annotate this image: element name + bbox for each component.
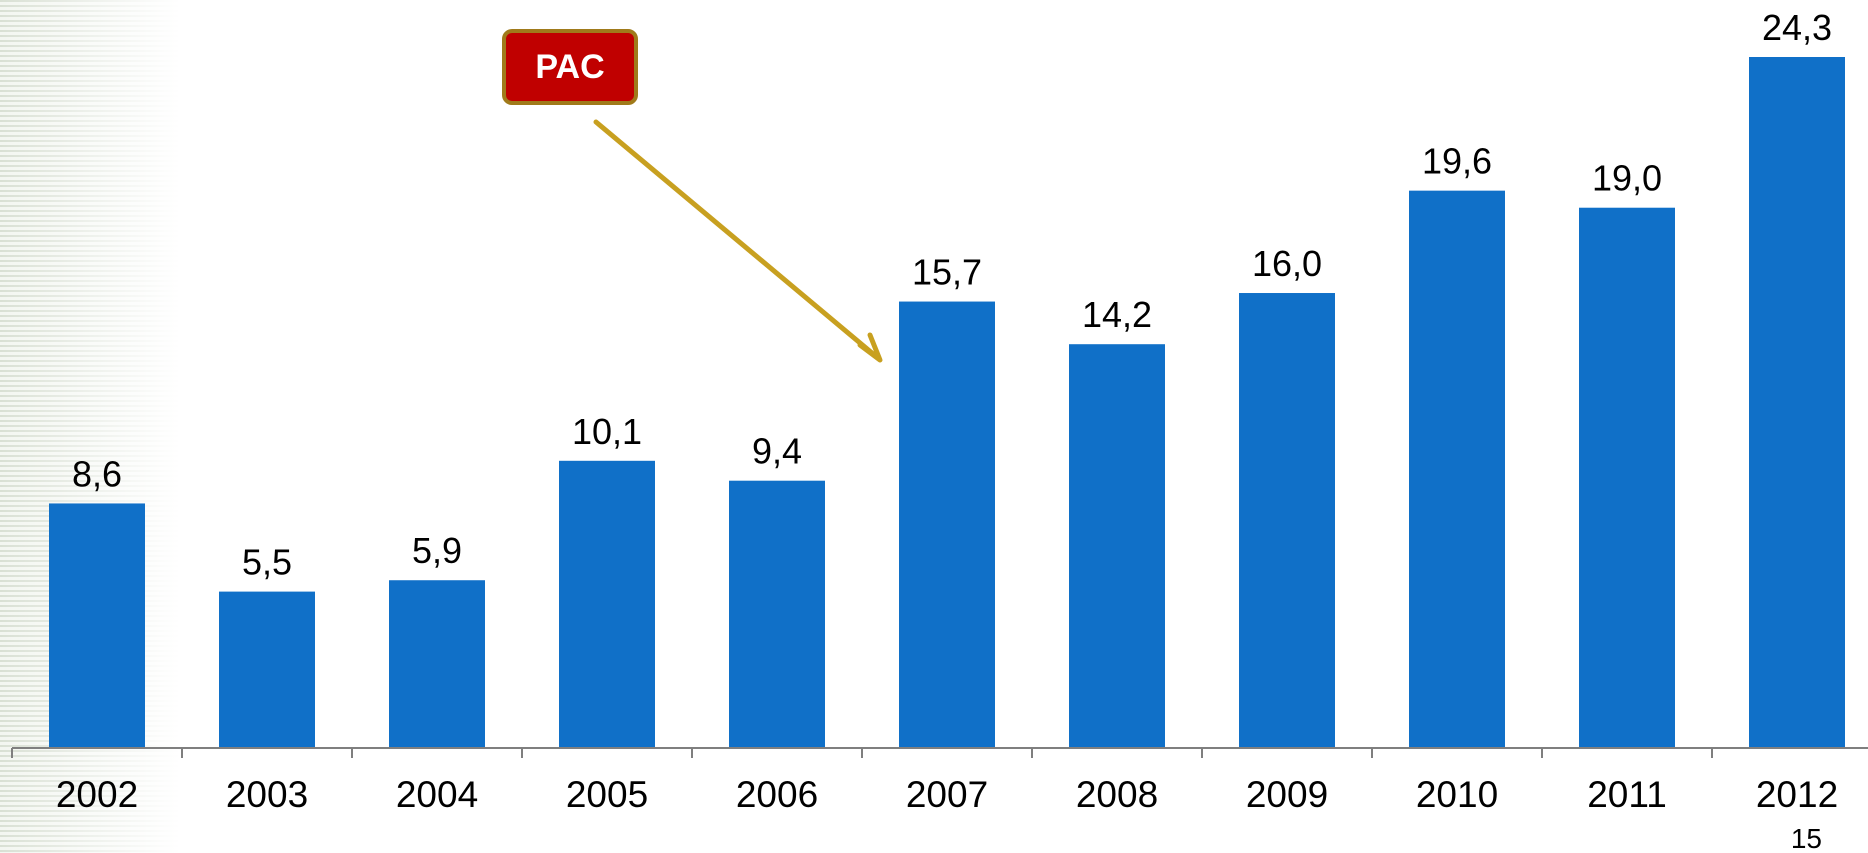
bars-group xyxy=(49,57,1845,749)
bar-2009 xyxy=(1239,293,1335,748)
bar-2003 xyxy=(219,591,315,748)
x-tick-label-2003: 2003 xyxy=(226,774,308,815)
bar-2011 xyxy=(1579,207,1675,749)
bar-2007 xyxy=(899,301,995,748)
x-tick-label-2006: 2006 xyxy=(736,774,818,815)
page-number: 15 xyxy=(1790,823,1822,853)
bar-2005 xyxy=(559,460,655,748)
x-axis xyxy=(11,747,1868,758)
value-label-2003: 5,5 xyxy=(242,542,292,583)
pac-arrow xyxy=(593,119,881,361)
value-label-2007: 15,7 xyxy=(912,252,982,293)
x-tick-label-2004: 2004 xyxy=(396,774,478,815)
value-labels-group: 8,6 5,5 5,9 10,1 9,4 15,7 14,2 16,0 19,6 19,0 24,3 xyxy=(72,7,1832,583)
value-label-2008: 14,2 xyxy=(1082,294,1152,335)
pac-annotation-label: PAC xyxy=(535,47,605,86)
pac-annotation-badge: PAC xyxy=(502,29,638,105)
x-tick-label-2009: 2009 xyxy=(1246,774,1328,815)
value-label-2012: 24,3 xyxy=(1762,7,1832,48)
x-tick-label-2012: 2012 xyxy=(1756,774,1838,815)
value-label-2005: 10,1 xyxy=(572,411,642,452)
value-label-2011: 19,0 xyxy=(1592,158,1662,199)
x-tick-label-2010: 2010 xyxy=(1416,774,1498,815)
bar-2012 xyxy=(1749,57,1845,748)
x-tick-label-2007: 2007 xyxy=(906,774,988,815)
value-label-2004: 5,9 xyxy=(412,530,462,571)
value-label-2009: 16,0 xyxy=(1252,243,1322,284)
value-label-2006: 9,4 xyxy=(752,431,802,472)
x-tick-labels-group: 2002 2003 2004 2005 2006 2007 2008 2009 2010 2011… xyxy=(56,774,1838,815)
bar-2002 xyxy=(49,503,145,748)
bar-2008 xyxy=(1069,344,1165,748)
value-label-2002: 8,6 xyxy=(72,453,122,494)
value-label-2010: 19,6 xyxy=(1422,141,1492,182)
bar-2010 xyxy=(1409,190,1505,748)
x-tick-label-2002: 2002 xyxy=(56,774,138,815)
x-tick-label-2008: 2008 xyxy=(1076,774,1158,815)
pac-arrow-head xyxy=(857,332,883,363)
bar-2006 xyxy=(729,480,825,748)
x-tick-label-2005: 2005 xyxy=(566,774,648,815)
bar-2004 xyxy=(389,580,485,748)
x-tick-label-2011: 2011 xyxy=(1587,774,1667,815)
